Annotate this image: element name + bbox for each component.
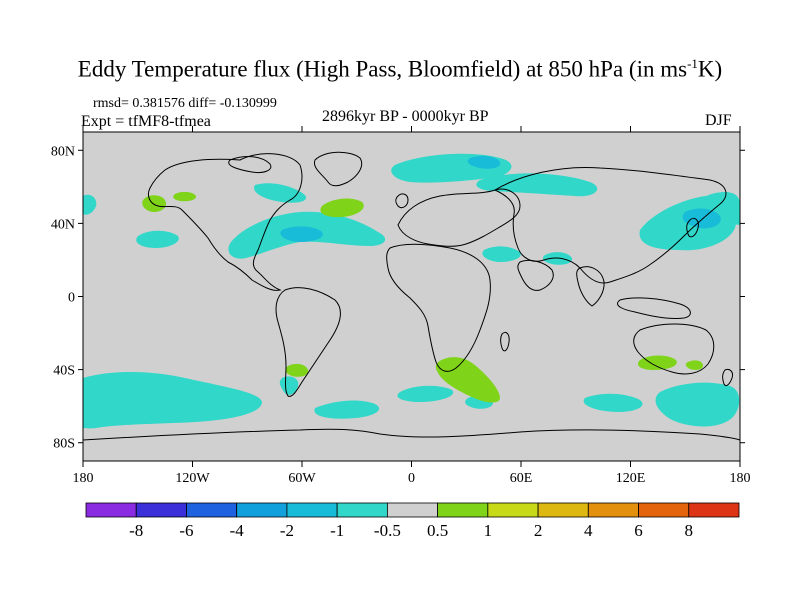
coast-indonesia bbox=[617, 297, 691, 319]
colorbar-swatch bbox=[437, 502, 489, 518]
anomaly-alaska bbox=[142, 195, 167, 213]
anomaly-mediterranean bbox=[482, 246, 521, 262]
coast-arctic-islands bbox=[228, 156, 272, 173]
coast-asia bbox=[493, 166, 727, 284]
colorbar-label: -1 bbox=[330, 521, 344, 540]
coast-australia bbox=[633, 323, 715, 375]
coast-india bbox=[576, 266, 605, 307]
coast-british-isles bbox=[395, 193, 409, 209]
coast-greenland bbox=[313, 151, 363, 187]
colorbar-swatch bbox=[487, 502, 539, 518]
coast-antarctica bbox=[83, 428, 740, 441]
lon-tick-label: 120W bbox=[175, 471, 210, 486]
colorbar-swatch bbox=[236, 502, 288, 518]
lon-tick-label: 180 bbox=[73, 471, 94, 486]
colorbar: -8 -6 -4 -2 -1 -0.5 0.5 1 2 4 6 8 bbox=[85, 502, 740, 540]
colorbar-label: 1 bbox=[484, 521, 493, 540]
colorbar-swatch bbox=[587, 502, 639, 518]
coast-south-america bbox=[275, 287, 341, 397]
anomaly-south-atlantic bbox=[314, 400, 380, 419]
colorbar-label: -8 bbox=[129, 521, 143, 540]
coast-arabia bbox=[517, 259, 554, 291]
anomaly-south-indian bbox=[397, 385, 454, 402]
lon-tick-label: 60W bbox=[288, 471, 316, 486]
colorbar-swatch bbox=[537, 502, 589, 518]
lat-tick-label: 40S bbox=[53, 364, 75, 379]
lat-tick-label: 80S bbox=[53, 437, 75, 452]
coastlines bbox=[83, 151, 740, 441]
anomaly-north-atlantic-core bbox=[280, 226, 323, 242]
colorbar-swatch bbox=[286, 502, 338, 518]
colorbar-swatch bbox=[186, 502, 238, 518]
anomaly-southern-ocean-east bbox=[583, 393, 643, 412]
colorbar-swatch bbox=[688, 502, 740, 518]
colorbar-swatch bbox=[336, 502, 388, 518]
anomaly-siberia-core bbox=[467, 155, 501, 169]
colorbar-label: 2 bbox=[534, 521, 543, 540]
experiment-label: Expt = tfMF8-tfmea bbox=[81, 113, 211, 130]
anomaly-south-america bbox=[285, 363, 309, 377]
lat-tick-label: 0 bbox=[68, 291, 75, 306]
colorbar-label: -6 bbox=[179, 521, 193, 540]
lat-tick-label: 40N bbox=[51, 217, 75, 232]
colorbar-swatch bbox=[135, 502, 187, 518]
colorbar-label: -2 bbox=[280, 521, 294, 540]
lat-tick-label: 80N bbox=[51, 144, 75, 159]
strong-negative-anomaly-regions bbox=[280, 155, 721, 242]
coast-japan bbox=[686, 217, 699, 238]
lon-tick-label: 120E bbox=[616, 471, 646, 486]
anomaly-tasman-sea bbox=[655, 382, 740, 427]
stats-label: rmsd= 0.381576 diff= -0.130999 bbox=[93, 96, 277, 111]
anomaly-north-america bbox=[136, 230, 179, 248]
coast-north-america bbox=[147, 153, 303, 291]
positive-anomaly-regions bbox=[142, 191, 703, 403]
colorbar-swatch bbox=[386, 502, 439, 518]
anomaly-siberia bbox=[476, 173, 598, 197]
anomaly-north-atlantic-positive bbox=[320, 198, 364, 218]
lon-tick-label: 60E bbox=[510, 471, 533, 486]
period-label: 2896kyr BP - 0000kyr BP bbox=[322, 108, 489, 125]
axis-ticks: 80N 40N 0 40S 80S 180 120W 60W 0 60E 120E 180 bbox=[51, 126, 751, 486]
coast-new-zealand bbox=[722, 369, 733, 387]
figure-title: Eddy Temperature flux (High Pass, Bloomf… bbox=[77, 56, 723, 82]
anomaly-southern-africa bbox=[435, 357, 500, 403]
anomaly-bering bbox=[173, 191, 197, 202]
colorbar-label: 8 bbox=[685, 521, 694, 540]
anomaly-north-pacific-core bbox=[682, 208, 721, 229]
colorbar-label: 4 bbox=[584, 521, 593, 540]
anomaly-southern-pacific-east bbox=[201, 397, 237, 417]
coast-madagascar bbox=[500, 331, 510, 352]
anomaly-argentina bbox=[279, 376, 299, 395]
colorbar-label: 0.5 bbox=[427, 521, 448, 540]
colorbar-swatch bbox=[85, 502, 137, 518]
anomaly-field bbox=[83, 151, 740, 441]
coast-europe bbox=[397, 188, 521, 247]
colorbar-label: 6 bbox=[634, 521, 643, 540]
anomaly-australia bbox=[637, 355, 677, 370]
anomaly-southern-ocean-positive bbox=[685, 360, 703, 370]
anomaly-east-pacific-east bbox=[708, 192, 740, 225]
anomaly-east-pacific-west bbox=[83, 194, 97, 215]
colorbar-label: -0.5 bbox=[374, 521, 401, 540]
season-label: DJF bbox=[705, 112, 732, 129]
lon-tick-label: 180 bbox=[730, 471, 751, 486]
lon-tick-label: 0 bbox=[408, 471, 415, 486]
colorbar-swatch bbox=[638, 502, 690, 518]
coast-africa bbox=[386, 243, 491, 372]
colorbar-label: -4 bbox=[230, 521, 245, 540]
